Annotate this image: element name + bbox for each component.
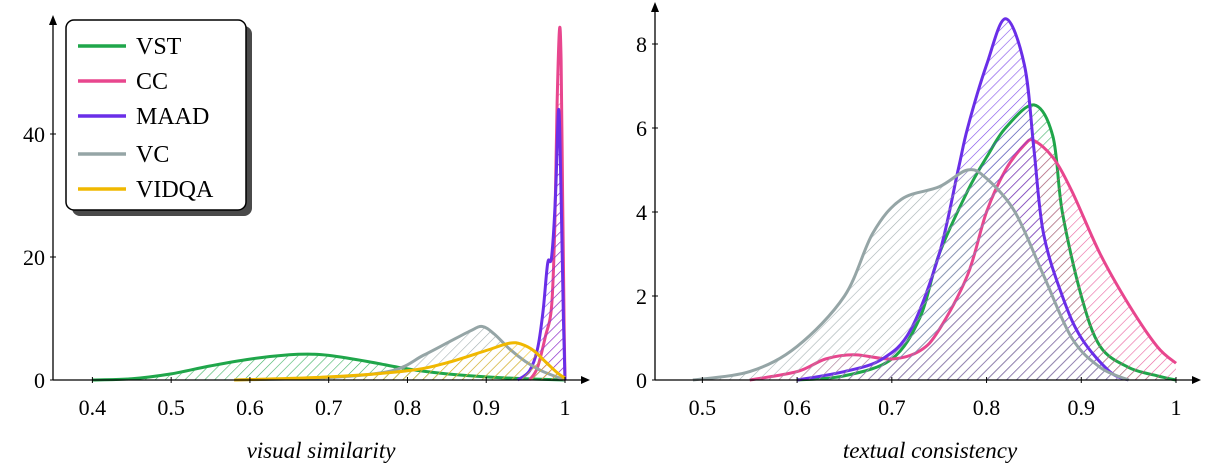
legend-item-vst: VST [78,34,182,60]
x-tick-label: 0.8 [394,395,422,420]
right-series-group [692,17,1177,382]
x-tick-label: 0.7 [315,395,343,420]
visual-similarity-plot: 0.4 0.5 0.6 0.7 0.8 0.9 1 0 20 40 visual similari… [23,15,590,463]
y-tick-label: 0 [636,368,647,393]
x-tick-label: 0.6 [783,395,811,420]
legend-label-vc: VC [136,142,169,168]
x-tick-label: 0.9 [472,395,500,420]
legend-label-vst: VST [136,34,182,60]
textual-consistency-plot: 0.5 0.6 0.7 0.8 0.9 1 0 2 4 6 8 textual consistenc… [636,2,1201,463]
legend: VST CC MAAD VC VIDQA [65,19,252,216]
x-tick-label: 0.6 [236,395,264,420]
left-y-axis-arrow [49,15,57,25]
x-tick-label: 0.5 [689,395,717,420]
legend-label-maad: MAAD [136,104,209,130]
series-area-maad [517,109,565,381]
series-line-vc [692,168,1130,382]
y-tick-label: 2 [636,284,647,309]
right-y-axis-arrow [651,2,659,12]
y-tick-label: 6 [636,116,647,141]
legend-item-vc: VC [78,142,169,168]
legend-label-cc: CC [136,69,168,95]
y-tick-label: 20 [23,245,45,270]
legend-box [65,19,247,211]
x-tick-label: 1 [1171,395,1182,420]
x-tick-label: 0.8 [973,395,1001,420]
legend-label-vidqa: VIDQA [136,177,214,203]
right-x-axis-arrow [1192,376,1201,384]
series-area-vst [92,354,566,380]
right-x-axis-title: textual consistency [843,438,1018,463]
legend-item-vidqa: VIDQA [78,177,214,203]
x-tick-label: 1 [560,395,571,420]
x-tick-label: 0.5 [157,395,185,420]
x-tick-label: 0.9 [1068,395,1096,420]
left-ticks: 0.4 0.5 0.6 0.7 0.8 0.9 1 0 20 40 [23,122,571,420]
legend-item-cc: CC [78,69,168,95]
x-tick-label: 0.7 [878,395,906,420]
y-tick-label: 40 [23,122,45,147]
legend-item-maad: MAAD [78,104,209,130]
y-tick-label: 0 [34,368,45,393]
left-series-group [92,25,567,382]
left-x-axis-title: visual similarity [247,438,397,463]
x-tick-label: 0.4 [79,395,107,420]
left-x-axis-arrow [581,376,590,384]
y-tick-label: 4 [636,200,647,225]
series-line-vidqa [234,341,566,382]
y-tick-label: 8 [636,32,647,57]
right-ticks: 0.5 0.6 0.7 0.8 0.9 1 0 2 4 6 8 [636,32,1182,420]
